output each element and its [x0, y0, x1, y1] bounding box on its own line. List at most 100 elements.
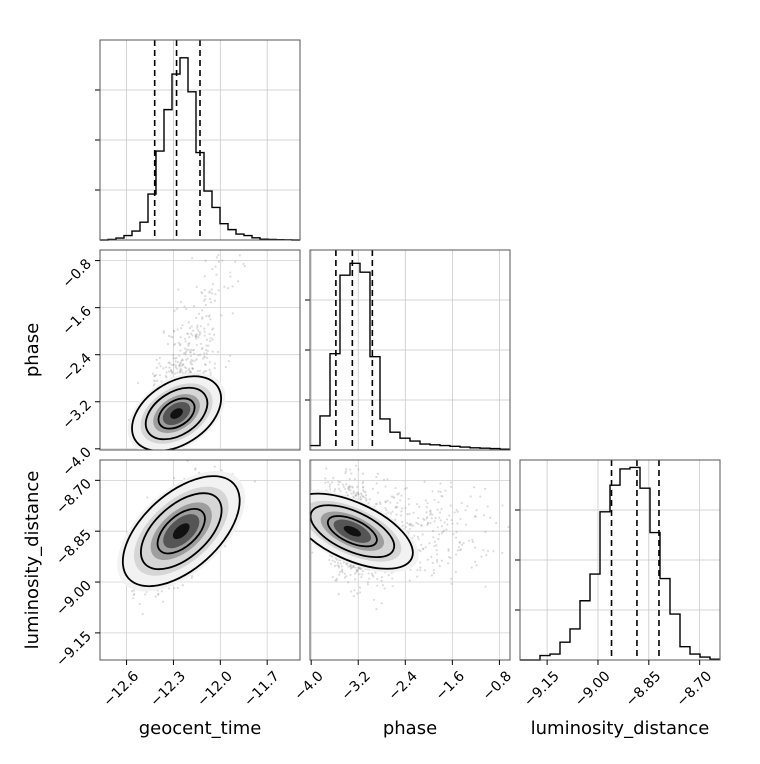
scatter-point: [475, 509, 478, 512]
scatter-point: [187, 369, 190, 372]
scatter-point: [184, 307, 188, 311]
scatter-point: [160, 590, 163, 593]
scatter-point: [190, 325, 193, 328]
scatter-point: [400, 494, 403, 497]
scatter-point: [168, 362, 171, 365]
scatter-point: [208, 297, 212, 301]
scatter-point: [420, 524, 423, 527]
scatter-point: [216, 350, 220, 354]
scatter-point: [180, 327, 183, 330]
scatter-point: [333, 489, 336, 492]
scatter-point: [224, 247, 226, 249]
scatter-point: [189, 362, 192, 365]
scatter-point: [438, 565, 441, 568]
scatter-point: [416, 535, 419, 538]
scatter-point: [146, 496, 149, 499]
scatter-point: [431, 529, 435, 533]
scatter-point: [358, 573, 361, 576]
scatter-point: [356, 493, 359, 496]
panel-frame: [99, 249, 301, 451]
scatter-point: [203, 299, 206, 302]
scatter-point: [379, 502, 382, 506]
scatter-point: [348, 477, 351, 481]
scatter-point: [352, 491, 355, 495]
scatter-point: [203, 334, 206, 337]
scatter-point: [331, 559, 334, 562]
scatter-point: [408, 523, 412, 526]
scatter-point: [202, 357, 205, 360]
scatter-point: [201, 316, 204, 319]
scatter-point: [203, 330, 206, 333]
scatter-point: [424, 499, 427, 502]
scatter-point: [173, 309, 176, 312]
y-tick-label: −9.00: [53, 578, 95, 620]
scatter-point: [425, 453, 427, 455]
scatter-point: [220, 469, 223, 472]
scatter-point: [199, 342, 202, 345]
scatter-point: [484, 530, 487, 534]
scatter-point: [419, 569, 422, 572]
scatter-point: [345, 575, 348, 578]
scatter-point: [458, 549, 462, 552]
scatter-point: [445, 528, 448, 531]
scatter-point: [376, 584, 379, 587]
scatter-point: [159, 365, 162, 368]
scatter-point: [354, 566, 357, 569]
scatter-point: [253, 480, 256, 483]
scatter-point: [420, 543, 423, 547]
scatter-point: [132, 597, 135, 600]
contour-line: [157, 397, 196, 430]
scatter-point: [231, 285, 234, 288]
scatter-point: [378, 501, 381, 504]
scatter-point: [341, 568, 344, 571]
scatter-point: [333, 564, 337, 567]
scatter-point: [229, 275, 232, 278]
scatter-point: [362, 495, 365, 498]
scatter-point: [486, 549, 490, 553]
scatter-point: [396, 501, 399, 505]
scatter-point: [433, 544, 436, 548]
scatter-point: [381, 584, 385, 587]
scatter-point: [205, 315, 208, 318]
scatter-point: [475, 564, 478, 567]
scatter-point: [179, 371, 182, 374]
scatter-point: [360, 576, 363, 579]
scatter-point: [188, 367, 191, 370]
scatter-point: [192, 348, 196, 352]
scatter-point: [347, 488, 351, 491]
scatter-point: [190, 363, 194, 366]
scatter-point: [367, 501, 370, 505]
scatter-point: [200, 348, 203, 351]
scatter-point: [324, 477, 327, 480]
scatter-point: [362, 489, 365, 492]
scatter-point: [501, 551, 504, 554]
scatter-point: [211, 244, 213, 246]
scatter-point: [197, 354, 200, 357]
scatter-point: [181, 371, 184, 374]
scatter-point: [188, 369, 192, 373]
scatter-point: [433, 498, 436, 502]
scatter-point: [141, 612, 144, 616]
scatter-point: [371, 573, 374, 577]
scatter-point: [221, 456, 223, 458]
scatter-point: [459, 548, 463, 551]
scatter-point: [176, 371, 179, 374]
scatter-point: [330, 481, 334, 484]
scatter-point: [173, 357, 177, 360]
scatter-point: [418, 549, 421, 552]
scatter-point: [203, 275, 206, 278]
scatter-point: [404, 506, 407, 509]
scatter-point: [337, 564, 341, 568]
scatter-point: [453, 511, 456, 514]
scatter-point: [408, 523, 411, 526]
scatter-point: [132, 593, 135, 597]
scatter-point: [416, 517, 420, 520]
scatter-point: [328, 558, 331, 562]
scatter-point: [190, 332, 193, 335]
scatter-point: [182, 363, 185, 366]
scatter-point: [348, 564, 351, 567]
scatter-point: [439, 519, 442, 522]
scatter-point: [416, 569, 419, 572]
scatter-point: [333, 488, 337, 491]
scatter-point: [391, 585, 394, 588]
